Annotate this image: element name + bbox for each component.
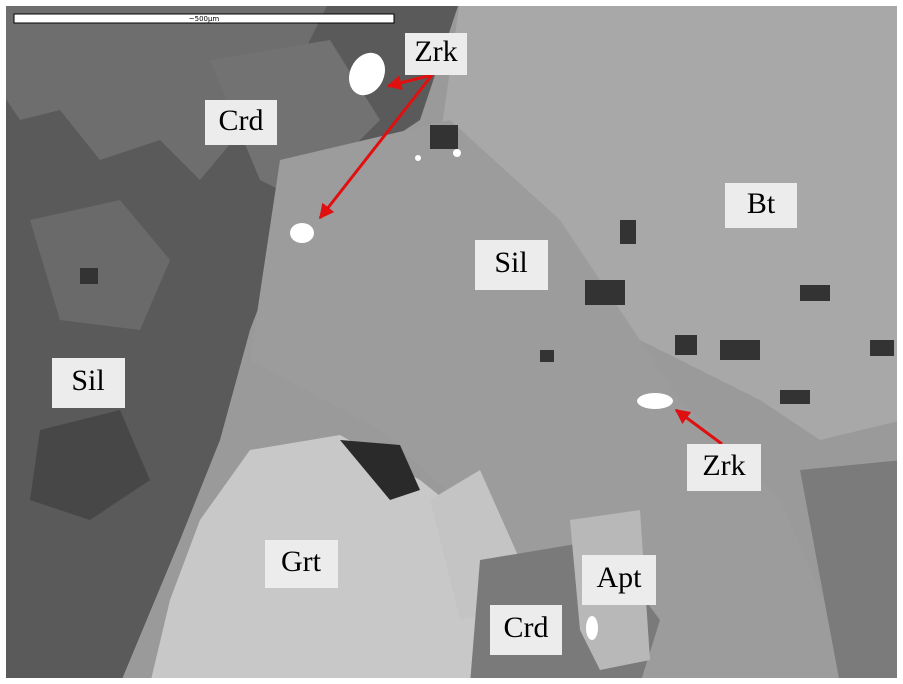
label-text: Grt — [281, 545, 322, 578]
label: Apt — [582, 555, 656, 605]
label: Zrk — [687, 444, 761, 491]
label-text: Crd — [219, 104, 264, 137]
label: Crd — [490, 605, 562, 655]
label: Sil — [52, 358, 125, 408]
scale-bar: ~500µm — [14, 14, 394, 23]
label-text: Sil — [71, 364, 104, 397]
micrograph: ~500µm Zrk Crd Bt Sil Sil Zrk Grt Apt Cr… — [0, 0, 903, 684]
label-text: Apt — [597, 561, 643, 594]
label-text: Sil — [494, 246, 527, 279]
label: Bt — [725, 183, 797, 228]
label-text: Bt — [747, 187, 776, 220]
label-text: Zrk — [414, 35, 457, 68]
bse-image — [0, 0, 903, 684]
label: Zrk — [405, 33, 467, 75]
label: Sil — [475, 240, 548, 290]
label: Crd — [205, 100, 277, 145]
label-text: Crd — [504, 611, 549, 644]
label: Grt — [265, 540, 338, 588]
label-text: Zrk — [702, 449, 745, 482]
scale-bar-label: ~500µm — [189, 15, 220, 23]
